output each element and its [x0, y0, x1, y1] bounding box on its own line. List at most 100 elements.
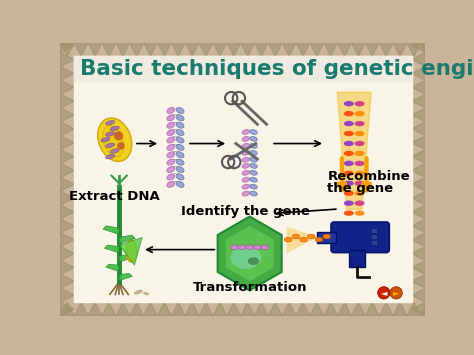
Polygon shape [337, 302, 352, 316]
Text: Transformation: Transformation [192, 282, 307, 294]
Polygon shape [61, 261, 74, 274]
Polygon shape [106, 264, 119, 271]
Polygon shape [61, 149, 74, 164]
Polygon shape [61, 94, 74, 108]
Ellipse shape [167, 181, 175, 187]
Polygon shape [411, 205, 425, 219]
Polygon shape [119, 235, 135, 244]
Ellipse shape [254, 245, 261, 250]
Ellipse shape [250, 136, 257, 141]
Ellipse shape [176, 144, 184, 151]
Ellipse shape [98, 118, 132, 162]
Ellipse shape [176, 137, 184, 143]
Ellipse shape [344, 181, 354, 186]
Ellipse shape [238, 245, 246, 250]
Polygon shape [255, 302, 268, 316]
Ellipse shape [292, 234, 300, 239]
Polygon shape [296, 302, 310, 316]
Ellipse shape [176, 181, 184, 187]
Polygon shape [61, 66, 74, 80]
Ellipse shape [344, 161, 354, 166]
Polygon shape [411, 191, 425, 205]
Polygon shape [411, 274, 425, 288]
Ellipse shape [355, 151, 365, 156]
Polygon shape [411, 288, 425, 302]
Polygon shape [61, 302, 74, 316]
Bar [317, 232, 336, 243]
Text: ►: ► [393, 288, 400, 297]
Polygon shape [282, 43, 296, 56]
Polygon shape [411, 80, 425, 94]
Ellipse shape [344, 171, 354, 176]
Ellipse shape [250, 157, 257, 162]
Polygon shape [393, 302, 407, 316]
Ellipse shape [176, 159, 184, 165]
Polygon shape [324, 302, 337, 316]
Bar [373, 229, 377, 233]
Polygon shape [218, 217, 282, 290]
Ellipse shape [250, 163, 257, 168]
Ellipse shape [344, 121, 354, 126]
Polygon shape [88, 302, 102, 316]
Polygon shape [199, 302, 213, 316]
Polygon shape [324, 43, 337, 56]
Polygon shape [379, 43, 393, 56]
Ellipse shape [246, 245, 254, 250]
Polygon shape [365, 302, 379, 316]
Ellipse shape [167, 166, 175, 173]
Polygon shape [144, 43, 157, 56]
Ellipse shape [242, 191, 250, 196]
Polygon shape [61, 191, 74, 205]
Ellipse shape [344, 201, 354, 206]
Polygon shape [411, 261, 425, 274]
Polygon shape [411, 164, 425, 178]
Ellipse shape [242, 157, 250, 162]
Ellipse shape [167, 122, 175, 128]
Ellipse shape [110, 149, 119, 153]
Polygon shape [185, 43, 199, 56]
Ellipse shape [300, 237, 308, 242]
Polygon shape [157, 43, 171, 56]
Polygon shape [119, 274, 132, 280]
Ellipse shape [134, 290, 143, 295]
Polygon shape [88, 43, 102, 56]
Ellipse shape [355, 201, 365, 206]
Ellipse shape [315, 237, 323, 242]
Polygon shape [130, 302, 144, 316]
Ellipse shape [250, 130, 257, 135]
Polygon shape [61, 122, 74, 136]
Ellipse shape [242, 163, 250, 168]
Ellipse shape [250, 177, 257, 182]
Polygon shape [411, 219, 425, 233]
Ellipse shape [167, 108, 175, 114]
Ellipse shape [176, 152, 184, 158]
Text: Identify the gene: Identify the gene [182, 205, 310, 218]
Polygon shape [157, 302, 171, 316]
Polygon shape [411, 178, 425, 191]
Polygon shape [116, 302, 130, 316]
Ellipse shape [355, 111, 365, 116]
Polygon shape [365, 43, 379, 56]
Polygon shape [144, 302, 157, 316]
Ellipse shape [344, 191, 354, 196]
Ellipse shape [355, 181, 365, 186]
Polygon shape [241, 43, 255, 56]
Ellipse shape [242, 143, 250, 148]
Polygon shape [116, 43, 130, 56]
Ellipse shape [176, 174, 184, 180]
Polygon shape [337, 92, 371, 209]
Text: Recombine: Recombine [327, 170, 410, 184]
Polygon shape [310, 43, 324, 56]
Ellipse shape [355, 211, 365, 216]
Ellipse shape [110, 126, 119, 131]
Ellipse shape [101, 137, 110, 142]
Ellipse shape [106, 154, 115, 159]
Ellipse shape [344, 101, 354, 106]
Polygon shape [104, 245, 119, 253]
Ellipse shape [230, 246, 261, 269]
Polygon shape [130, 43, 144, 56]
Circle shape [118, 143, 124, 149]
Polygon shape [61, 80, 74, 94]
Ellipse shape [167, 130, 175, 136]
Ellipse shape [355, 131, 365, 136]
